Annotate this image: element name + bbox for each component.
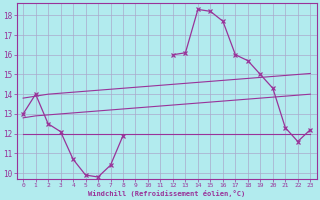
- X-axis label: Windchill (Refroidissement éolien,°C): Windchill (Refroidissement éolien,°C): [88, 190, 245, 197]
